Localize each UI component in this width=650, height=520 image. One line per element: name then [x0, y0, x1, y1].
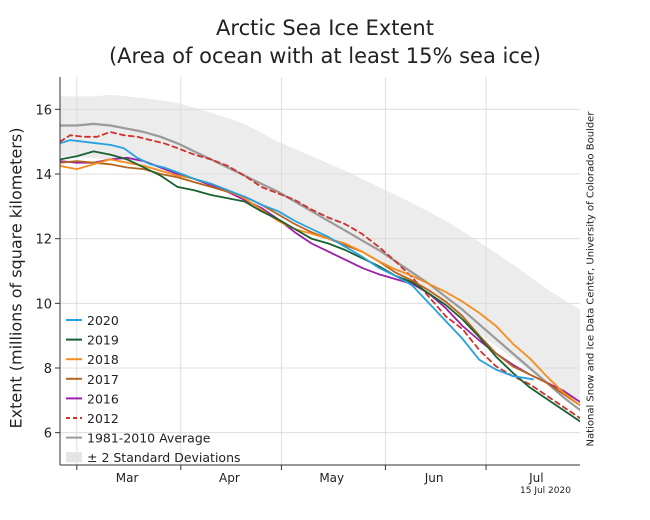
y-tick-label: 12 [35, 233, 52, 248]
y-tick-label: 10 [35, 297, 52, 312]
legend-swatch-band [66, 452, 82, 463]
std-dev-band [60, 94, 580, 402]
credit-text: National Snow and Ice Data Center, Unive… [585, 111, 597, 447]
x-tick-label: Jun [424, 471, 444, 485]
legend-label: ± 2 Standard Deviations [87, 450, 241, 465]
y-tick-label: 14 [35, 168, 52, 183]
y-tick-label: 16 [35, 103, 52, 118]
legend-label: 2019 [87, 333, 119, 348]
series-line-2018 [60, 158, 580, 407]
series-line-2019 [60, 150, 580, 423]
legend-label: 2020 [87, 313, 119, 328]
credit-container: National Snow and Ice Data Center, Unive… [583, 90, 599, 468]
series-line-2012 [60, 131, 580, 419]
y-tick-label: 8 [44, 362, 52, 377]
x-tick-label: May [319, 471, 344, 485]
chart-title: Arctic Sea Ice Extent (Area of ocean wit… [0, 14, 650, 70]
y-tick-label: 6 [44, 427, 52, 442]
chart-title-line-1: Arctic Sea Ice Extent [216, 16, 434, 40]
legend-label: 1981-2010 Average [87, 431, 211, 446]
x-tick-label: Jul [528, 471, 543, 485]
legend-label: 2018 [87, 352, 119, 367]
legend-label: 2017 [87, 372, 119, 387]
legend-label: 2016 [87, 391, 119, 406]
x-tick-label: Apr [219, 471, 240, 485]
series-line-1981-2010-average [60, 122, 580, 412]
chart-title-line-2: (Area of ocean with at least 15% sea ice… [108, 44, 541, 68]
legend-label: 2012 [87, 411, 119, 426]
x-tick-label: Mar [116, 471, 139, 485]
series-line-2020 [60, 139, 534, 381]
date-stamp: 15 Jul 2020 [520, 486, 571, 496]
